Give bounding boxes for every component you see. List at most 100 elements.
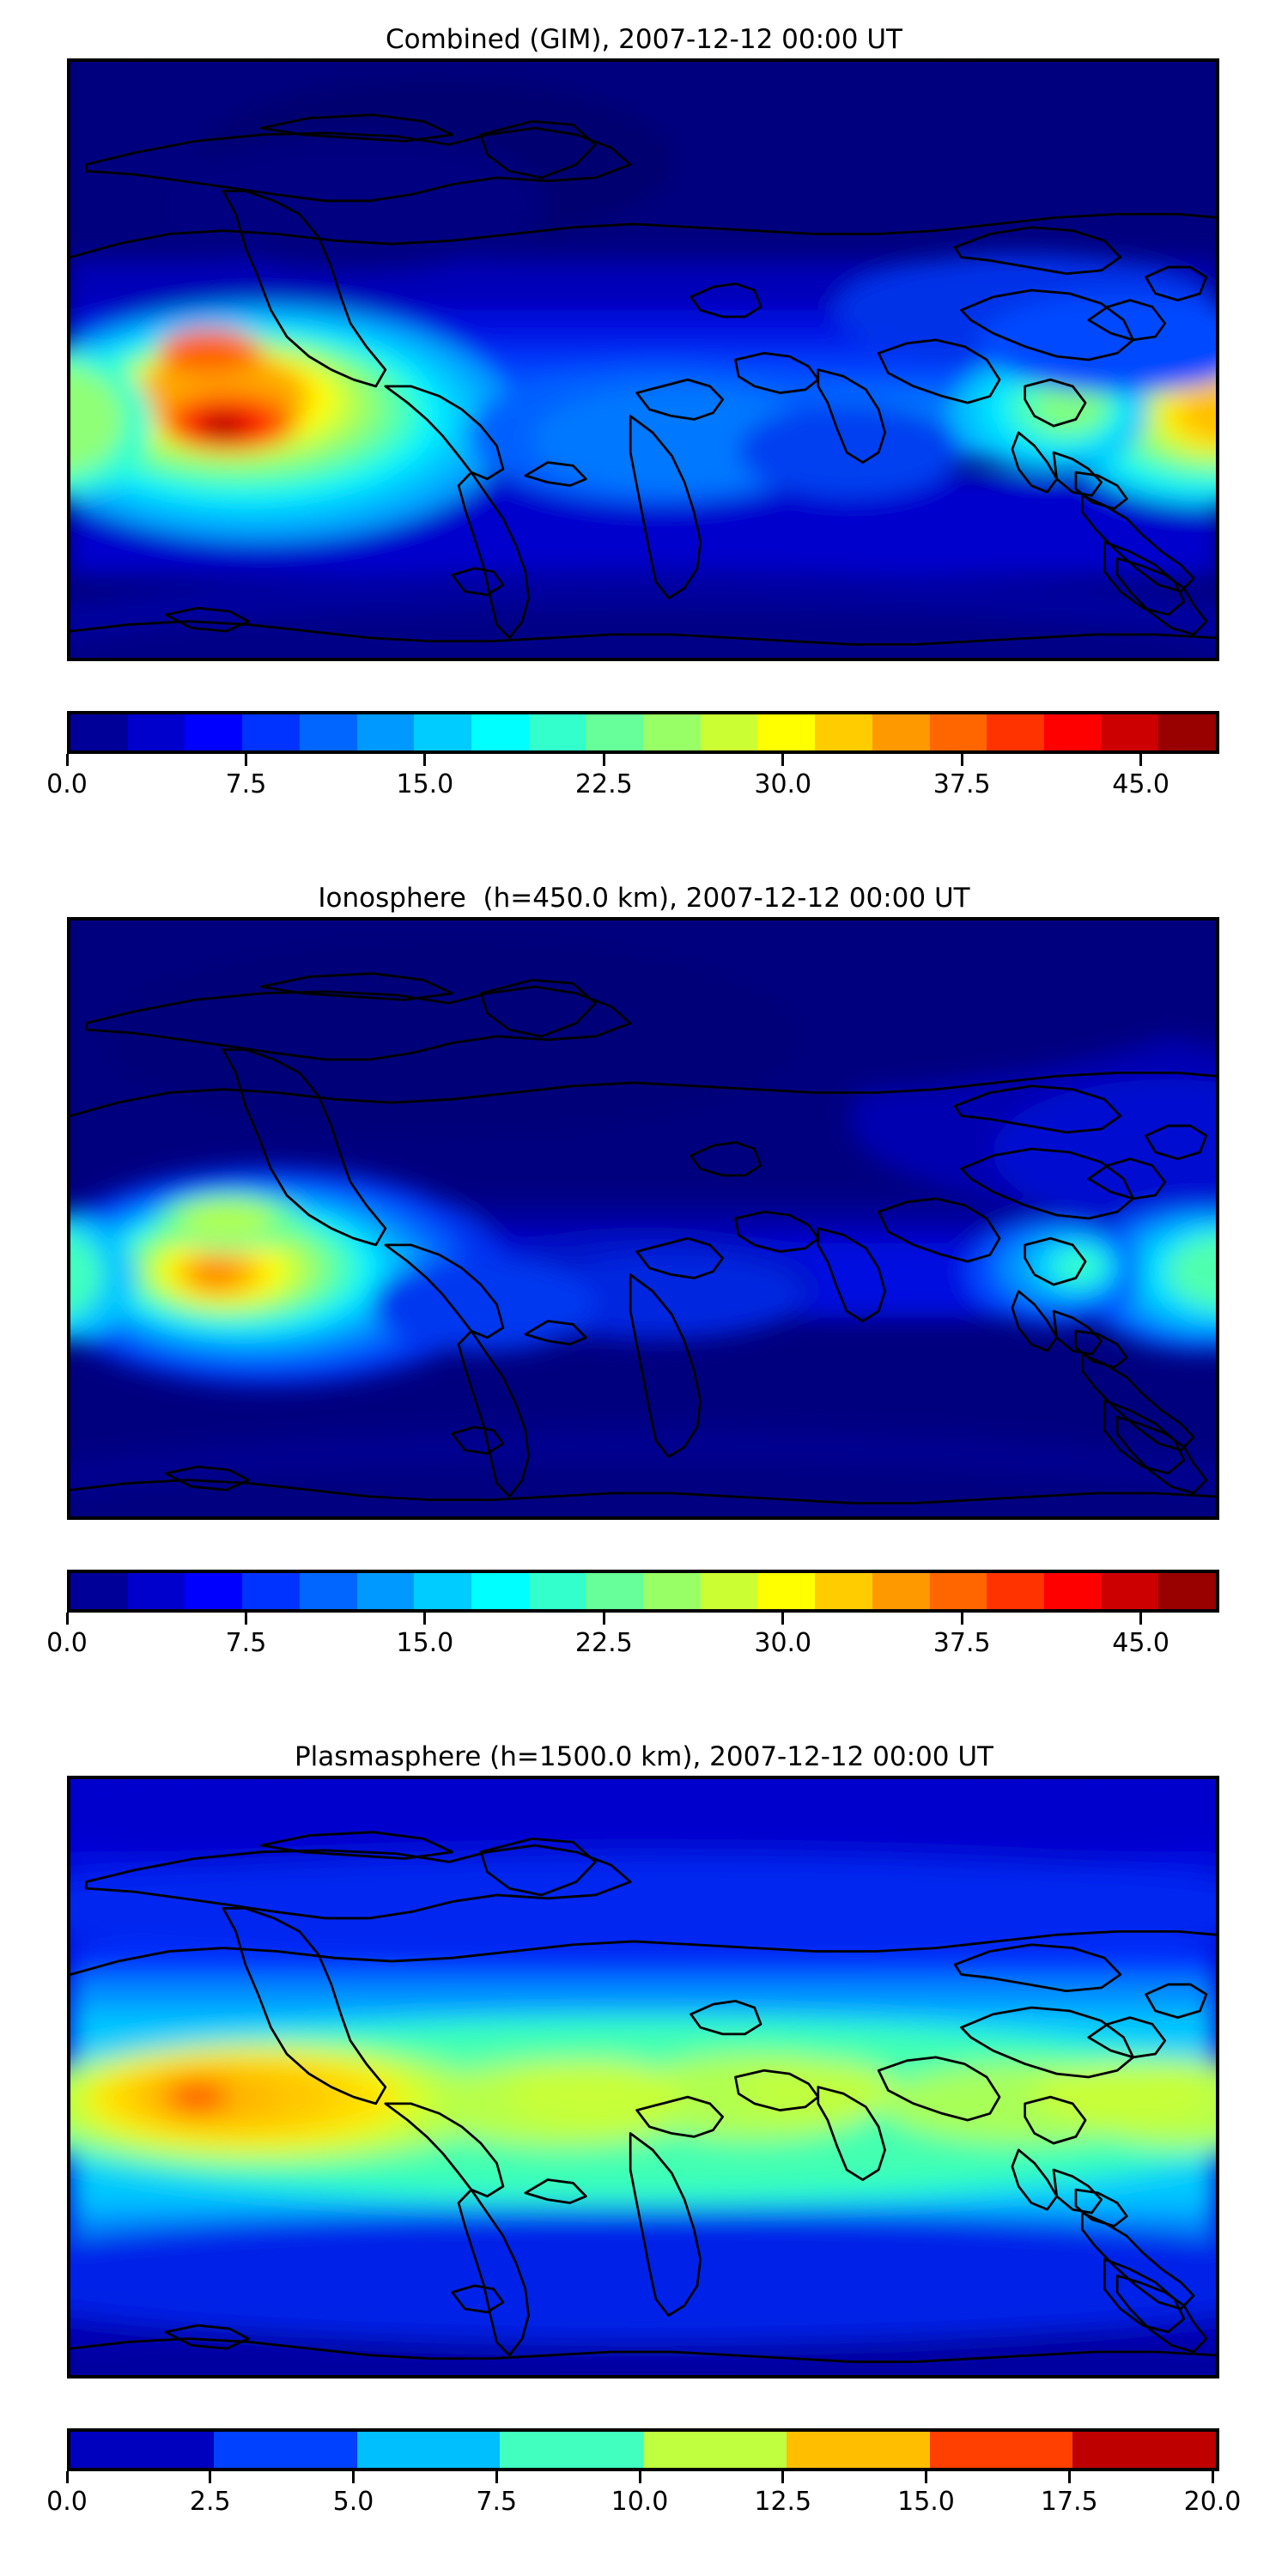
colorbar-segment bbox=[872, 714, 930, 750]
colorbar-tick-label: 7.5 bbox=[225, 769, 267, 799]
colorbar-segment bbox=[471, 714, 529, 750]
colorbar-segment bbox=[815, 714, 872, 750]
colorbar-segment bbox=[1158, 714, 1217, 750]
coastlines-combined bbox=[70, 113, 1216, 646]
colorbar-tick-label: 15.0 bbox=[396, 769, 454, 799]
colorbar-segment bbox=[757, 714, 816, 750]
colorbar-tick-label: 37.5 bbox=[933, 769, 991, 799]
colorbar-tick bbox=[1139, 1613, 1143, 1625]
colorbar-tick-label: 17.5 bbox=[1040, 2487, 1098, 2517]
colorbar-segment bbox=[757, 1573, 816, 1609]
colorbar-segment bbox=[127, 714, 185, 750]
colorbar-tick bbox=[1211, 2471, 1214, 2483]
colorbar-segment bbox=[299, 1573, 357, 1609]
colorbar-segment bbox=[700, 714, 758, 750]
colorbar-tick bbox=[781, 754, 785, 766]
colorbar-segment bbox=[213, 2432, 357, 2468]
colorbar-tick-label: 30.0 bbox=[754, 769, 812, 799]
panel-ionosphere: Ionosphere (h=450.0 km), 2007-12-12 00:0… bbox=[0, 859, 1288, 1717]
colorbar-segment bbox=[786, 2432, 930, 2468]
colorbar-segment bbox=[471, 1573, 529, 1609]
colorbar-segment bbox=[356, 1573, 415, 1609]
colorbar-segment bbox=[987, 1573, 1044, 1609]
colorbar-segment bbox=[1158, 1573, 1217, 1609]
colorbar-tick-label: 15.0 bbox=[396, 1628, 454, 1658]
colorbar-tick bbox=[244, 1613, 247, 1625]
panel-title-ionosphere: Ionosphere (h=450.0 km), 2007-12-12 00:0… bbox=[318, 883, 970, 914]
colorbar-segment bbox=[528, 714, 586, 750]
colorbar-segment bbox=[643, 1573, 701, 1609]
colorbar-combined bbox=[67, 711, 1219, 754]
colorbar-ticklabels-combined: 0.0 7.5 15.0 22.5 30.0 37.5 45.0 bbox=[46, 768, 1216, 807]
colorbar-tick bbox=[209, 2471, 212, 2483]
colorbar-segment bbox=[1043, 714, 1102, 750]
colorbar-wrap-combined: 0.0 7.5 15.0 22.5 30.0 37.5 45.0 bbox=[46, 711, 1219, 807]
colorbar-tick bbox=[602, 1613, 605, 1625]
map-svg-ionosphere bbox=[70, 920, 1216, 1516]
panel-title-plasmasphere: Plasmasphere (h=1500.0 km), 2007-12-12 0… bbox=[294, 1741, 993, 1772]
colorbar-tick-label: 7.5 bbox=[476, 2487, 518, 2517]
colorbar-tick-label: 5.0 bbox=[332, 2487, 374, 2517]
colorbar-tick-label: 0.0 bbox=[46, 1628, 88, 1658]
colorbar-tick-label: 30.0 bbox=[754, 1628, 812, 1658]
colorbar-segment bbox=[815, 1573, 872, 1609]
colorbar-tick bbox=[423, 1613, 427, 1625]
colorbar-tick-label: 10.0 bbox=[611, 2487, 669, 2517]
colorbar-segment bbox=[70, 714, 128, 750]
colorbar-segment bbox=[356, 2432, 501, 2468]
colorbar-tick bbox=[781, 1613, 785, 1625]
colorbar-tick bbox=[352, 2471, 355, 2483]
panel-plasmasphere: Plasmasphere (h=1500.0 km), 2007-12-12 0… bbox=[0, 1717, 1288, 2576]
colorbar-segment bbox=[1101, 1573, 1159, 1609]
colorbar-segment bbox=[1101, 714, 1159, 750]
colorbar-segment bbox=[929, 1573, 987, 1609]
colorbar-segment bbox=[299, 714, 357, 750]
colorbar-tick bbox=[1067, 2471, 1071, 2483]
colorbar-tick-label: 45.0 bbox=[1112, 1628, 1170, 1658]
colorbar-tick bbox=[925, 2471, 927, 2483]
colorbar-tick-label: 22.5 bbox=[574, 769, 633, 799]
colorbar-segment bbox=[70, 2432, 214, 2468]
colorbar-tick bbox=[65, 754, 69, 766]
colorbar-tick-label: 7.5 bbox=[225, 1628, 267, 1658]
colorbar-segment bbox=[929, 714, 987, 750]
colorbar-segment bbox=[242, 1573, 300, 1609]
colorbar-segment bbox=[127, 1573, 185, 1609]
colorbar-segment bbox=[242, 714, 300, 750]
panel-combined-gim: Combined (GIM), 2007-12-12 00:00 UT bbox=[0, 0, 1288, 859]
colorbar-tick bbox=[423, 754, 427, 766]
coastlines-ionosphere bbox=[70, 972, 1216, 1504]
map-combined-gim bbox=[67, 58, 1219, 661]
coastlines-plasmasphere bbox=[70, 1831, 1216, 2363]
colorbar-ticklabels-ionosphere: 0.0 7.5 15.0 22.5 30.0 37.5 45.0 bbox=[46, 1626, 1216, 1666]
colorbar-tick-label: 20.0 bbox=[1183, 2487, 1242, 2517]
colorbar-tick bbox=[244, 754, 247, 766]
map-svg-combined bbox=[70, 62, 1216, 658]
colorbar-tick bbox=[638, 2471, 641, 2483]
colorbar-ionosphere bbox=[67, 1570, 1219, 1613]
colorbar-tick bbox=[781, 2471, 785, 2483]
colorbar-segment bbox=[987, 714, 1044, 750]
colorbar-segment bbox=[414, 1573, 471, 1609]
colorbar-tick-label: 15.0 bbox=[897, 2487, 955, 2517]
colorbar-segment bbox=[586, 1573, 644, 1609]
colorbar-tick-label: 12.5 bbox=[754, 2487, 812, 2517]
panel-title-combined: Combined (GIM), 2007-12-12 00:00 UT bbox=[386, 24, 902, 55]
colorbar-ticks-combined bbox=[64, 754, 1216, 768]
colorbar-segment bbox=[1043, 1573, 1102, 1609]
colorbar-wrap-plasmasphere: 0.0 2.5 5.0 7.5 10.0 12.5 15.0 17.5 20.0 bbox=[46, 2428, 1241, 2524]
colorbar-segment bbox=[500, 2432, 643, 2468]
colorbar-segment bbox=[643, 714, 701, 750]
map-plasmasphere bbox=[67, 1776, 1219, 2379]
colorbar-segment bbox=[643, 2432, 787, 2468]
colorbar-segment bbox=[414, 714, 471, 750]
colorbar-segment bbox=[185, 714, 243, 750]
colorbar-tick bbox=[602, 754, 605, 766]
map-svg-plasmasphere bbox=[70, 1779, 1216, 2375]
colorbar-tick-label: 37.5 bbox=[933, 1628, 991, 1658]
colorbar-segment bbox=[872, 1573, 930, 1609]
colorbar-tick bbox=[495, 2471, 498, 2483]
colorbar-tick-label: 0.0 bbox=[46, 769, 88, 799]
colorbar-tick bbox=[65, 1613, 69, 1625]
